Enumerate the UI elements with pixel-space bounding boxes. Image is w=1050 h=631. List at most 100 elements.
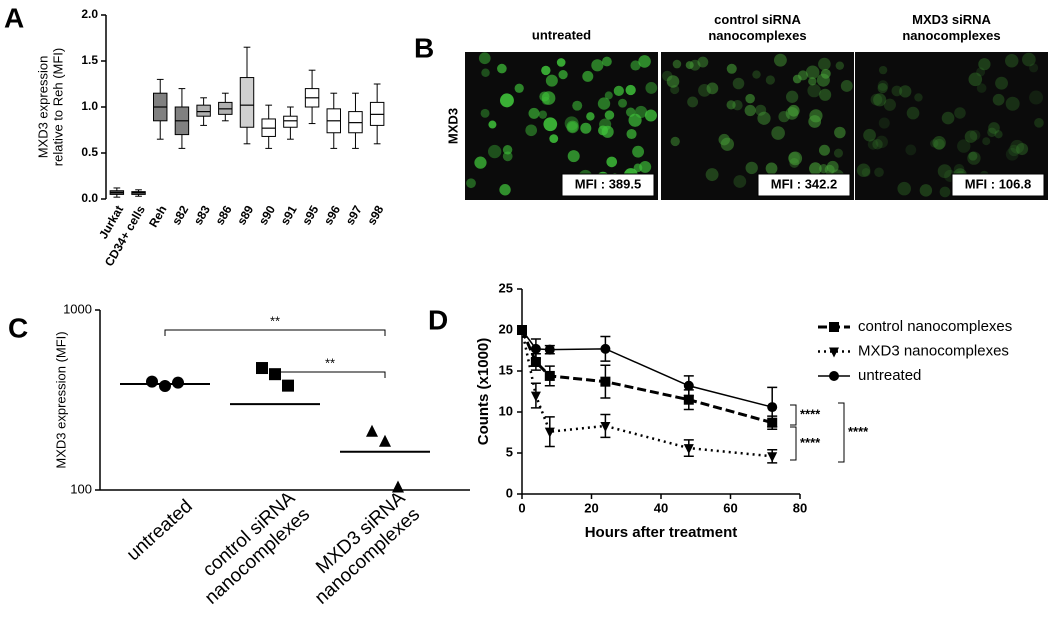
cell xyxy=(809,162,822,175)
cell xyxy=(906,106,920,120)
row-label: MXD3 xyxy=(445,108,460,144)
column-title: untreated xyxy=(532,27,591,42)
y-tick-label: 15 xyxy=(499,362,513,377)
cell xyxy=(726,63,737,74)
cell xyxy=(697,56,709,68)
x-tick-label: untreated xyxy=(123,496,197,565)
cell xyxy=(488,120,497,129)
panel-letter: C xyxy=(8,312,28,343)
marker xyxy=(683,394,694,405)
cell xyxy=(816,73,830,87)
cell xyxy=(765,162,778,175)
cell xyxy=(502,145,513,155)
cell xyxy=(877,80,889,91)
cell xyxy=(666,75,680,88)
marker xyxy=(829,347,839,358)
cell xyxy=(732,100,743,111)
cell xyxy=(539,91,550,102)
cell xyxy=(625,84,636,96)
cell xyxy=(706,82,719,95)
marker xyxy=(159,380,171,393)
series-line xyxy=(520,329,773,458)
cell xyxy=(765,75,775,85)
cell xyxy=(580,122,592,134)
marker xyxy=(600,376,611,387)
cell xyxy=(1010,139,1025,154)
cell xyxy=(789,158,800,168)
cell xyxy=(466,178,476,189)
legend-label: MXD3 nanocomplexes xyxy=(858,342,1009,359)
cell xyxy=(525,124,538,137)
marker xyxy=(683,444,694,455)
cell xyxy=(582,70,594,82)
x-tick-label: Reh xyxy=(146,203,169,230)
x-tick-label: s97 xyxy=(343,203,365,228)
y-tick-label: 5 xyxy=(506,444,513,459)
cell xyxy=(968,151,978,161)
cell xyxy=(878,117,890,129)
y-tick-label: 1.0 xyxy=(81,99,98,113)
cell xyxy=(1034,117,1044,128)
cell xyxy=(625,107,636,117)
marker xyxy=(767,402,778,413)
panel-letter: D xyxy=(428,304,448,335)
marker xyxy=(379,434,391,447)
cell xyxy=(604,110,615,120)
cell xyxy=(778,111,790,123)
cell xyxy=(628,113,642,127)
cell xyxy=(792,74,802,84)
cell xyxy=(478,52,491,65)
marker xyxy=(829,371,839,381)
cell xyxy=(899,85,912,98)
cell xyxy=(954,107,966,119)
cell xyxy=(808,77,817,86)
cell xyxy=(840,80,853,92)
cell xyxy=(1008,144,1020,157)
cell xyxy=(992,93,1005,106)
mfi-label: MFI : 106.8 xyxy=(965,176,1031,191)
cell xyxy=(602,56,612,67)
cell xyxy=(919,184,933,197)
y-axis-label: MXD3 expressionrelative to Reh (MFI) xyxy=(36,48,66,166)
cell xyxy=(773,53,787,67)
cell xyxy=(538,110,548,119)
y-tick-label: 0.0 xyxy=(81,191,98,205)
cell xyxy=(558,69,568,80)
x-tick-label: 60 xyxy=(723,500,737,515)
cell xyxy=(487,144,502,159)
marker xyxy=(392,480,404,493)
cell xyxy=(567,150,580,163)
cell xyxy=(968,72,983,87)
cell xyxy=(939,186,951,198)
cell xyxy=(745,161,758,175)
x-tick-label: 80 xyxy=(793,500,807,515)
significance-label: **** xyxy=(800,406,821,421)
y-tick-label: 0 xyxy=(506,485,513,500)
cell xyxy=(941,111,955,125)
cell xyxy=(613,85,624,97)
marker xyxy=(600,343,611,354)
cell xyxy=(755,104,767,116)
cell xyxy=(878,65,888,75)
cell xyxy=(861,167,871,177)
y-tick-label: 10 xyxy=(499,403,513,418)
significance-bracket xyxy=(274,371,386,378)
cell xyxy=(497,63,507,74)
x-tick-label: s98 xyxy=(364,203,386,228)
cell xyxy=(604,91,613,100)
cell xyxy=(685,61,694,70)
series-line xyxy=(520,329,773,425)
cell xyxy=(687,96,699,108)
cell xyxy=(1005,147,1019,161)
cell xyxy=(634,105,648,119)
mfi-box xyxy=(757,173,851,197)
cell xyxy=(720,137,734,151)
cell xyxy=(1016,142,1029,156)
cell xyxy=(969,129,981,141)
cell xyxy=(875,135,888,149)
cell xyxy=(807,83,821,98)
cell xyxy=(726,100,736,110)
cell xyxy=(597,97,611,110)
cell xyxy=(994,130,1003,139)
cell xyxy=(987,127,997,138)
